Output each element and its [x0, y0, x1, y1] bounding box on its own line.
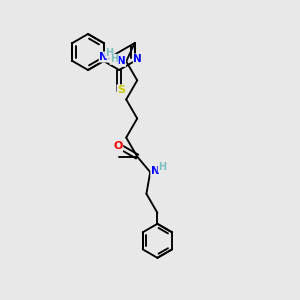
Text: N: N	[134, 54, 142, 64]
Text: N: N	[151, 166, 160, 176]
Text: S: S	[117, 85, 125, 95]
Text: H: H	[110, 54, 118, 64]
Text: O: O	[113, 141, 123, 151]
Text: H: H	[158, 162, 166, 172]
Text: H: H	[106, 48, 114, 58]
Text: N: N	[117, 56, 126, 66]
Text: N: N	[99, 52, 108, 62]
